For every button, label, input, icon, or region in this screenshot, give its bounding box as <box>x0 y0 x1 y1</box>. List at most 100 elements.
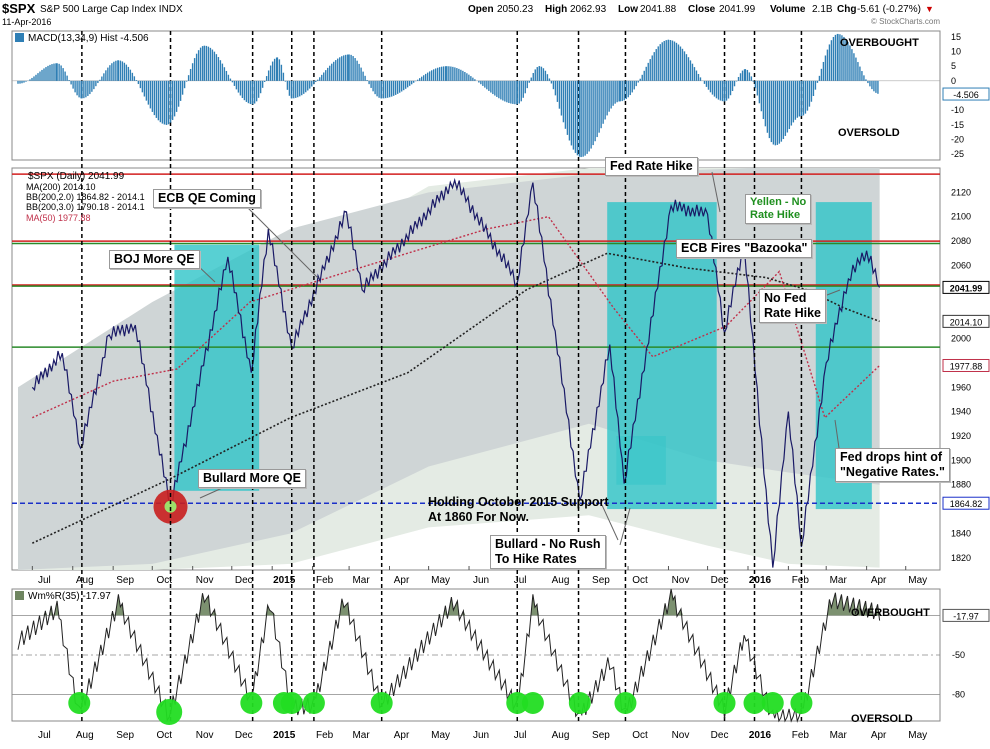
annotation-ecb-qe-coming: ECB QE Coming <box>153 189 261 208</box>
oversold-dot <box>614 692 637 714</box>
price-legend-bb2: BB(200,3.0) 1790.18 - 2014.1 <box>26 202 145 212</box>
price-axis-tick: 2100 <box>951 212 971 222</box>
header-close: 2041.99 <box>719 4 756 15</box>
price-axis-tick: 1920 <box>951 431 971 441</box>
callout-pointer <box>239 199 319 279</box>
price-axis-month-label: Dec <box>235 575 253 586</box>
price-legend-ma200: MA(200) 2014.10 <box>26 182 96 192</box>
price-axis-month-label: Aug <box>76 575 94 586</box>
willr-axis-month-label: Feb <box>792 730 810 741</box>
oct-low-circle-center <box>164 500 177 513</box>
price-axis-tick: 1940 <box>951 407 971 417</box>
price-tag-close <box>942 280 990 294</box>
price-axis-month-label: May <box>431 575 450 586</box>
price-tag-ma200 <box>942 314 990 328</box>
price-axis-tick: 1840 <box>951 528 971 538</box>
price-legend-ma50: MA(50) 1977.88 <box>26 213 91 223</box>
header-volume-label: Volume <box>770 4 806 15</box>
willr-axis-month-label: 2016 <box>749 730 772 741</box>
callout-pointer <box>711 171 721 213</box>
oversold-dot <box>302 692 325 714</box>
header-low-label: Low <box>618 4 638 15</box>
willr-axis-month-label: Jul <box>38 730 51 741</box>
annotation-bullard-no-rush: Bullard - No Rush To Hike Rates <box>490 535 606 569</box>
annotation-ecb-bazooka: ECB Fires "Bazooka" <box>676 239 813 258</box>
oversold-dot <box>68 692 91 714</box>
price-axis-tick: 1820 <box>951 553 971 563</box>
price-axis-month-label: Oct <box>156 575 172 586</box>
price-legend-title: $SPX (Daily) 2041.99 <box>28 171 125 182</box>
macd-legend-swatch <box>15 33 24 42</box>
price-axis-tick: 1960 <box>951 382 971 392</box>
macd-axis-tick: -20 <box>951 134 964 144</box>
oversold-dot <box>568 692 591 714</box>
header-open: 2050.23 <box>497 4 534 15</box>
oversold-dot <box>713 692 736 714</box>
macd-axis-tick: 10 <box>951 47 961 57</box>
header-high: 2062.93 <box>570 4 607 15</box>
willr-axis-month-label: Apr <box>394 730 410 741</box>
price-axis-month-label: Sep <box>116 575 134 586</box>
annotation-fed-rate-hike: Fed Rate Hike <box>605 157 698 176</box>
oversold-dot <box>743 692 766 714</box>
price-axis-tick: 1880 <box>951 480 971 490</box>
price-axis-tick: 2000 <box>951 334 971 344</box>
willr-axis-month-label: Dec <box>235 730 253 741</box>
price-axis-month-label: Jul <box>38 575 51 586</box>
willr-axis-month-label: Aug <box>552 730 570 741</box>
price-axis-month-label: 2016 <box>749 575 772 586</box>
price-axis-month-label: Aug <box>552 575 570 586</box>
oversold-dot <box>280 692 303 714</box>
oversold-dot <box>521 692 544 714</box>
macd-axis-tick: -15 <box>951 120 964 130</box>
header-close-label: Close <box>688 4 716 15</box>
annotation-holding-support: Holding October 2015 Support At 1860 For… <box>428 495 609 524</box>
header-open-label: Open <box>468 4 494 15</box>
macd-overbought-label: OVERBOUGHT <box>840 37 919 49</box>
willr-last-tag <box>942 608 990 622</box>
annotation-negative-rates: Fed drops hint of "Negative Rates." <box>835 448 950 482</box>
header-low: 2041.88 <box>640 4 677 15</box>
price-axis-month-label: Feb <box>316 575 334 586</box>
willr-axis-month-label: Dec <box>711 730 729 741</box>
price-axis-tick: 2080 <box>951 236 971 246</box>
price-axis-month-label: Mar <box>830 575 848 586</box>
macd-last-value: -4.506 <box>953 90 979 100</box>
oversold-dot <box>761 692 784 714</box>
price-axis-month-label: Apr <box>871 575 887 586</box>
willr-axis-month-label: Jun <box>473 730 489 741</box>
willr-axis-month-label: Nov <box>196 730 214 741</box>
oversold-dot <box>370 692 393 714</box>
price-axis-month-label: Feb <box>792 575 810 586</box>
price-axis-month-label: Jun <box>473 575 489 586</box>
price-axis-month-label: Sep <box>592 575 610 586</box>
watermark: © StockCharts.com <box>871 17 940 26</box>
price-tag-support <box>942 496 990 510</box>
willr-axis-month-label: Aug <box>76 730 94 741</box>
highlight-zone <box>174 244 260 491</box>
willr-axis-month-label: Sep <box>116 730 134 741</box>
willr-axis-tick: -80 <box>952 690 965 700</box>
willr-axis-month-label: Mar <box>352 730 370 741</box>
willr-axis-month-label: Nov <box>672 730 690 741</box>
willr-axis-month-label: Oct <box>156 730 172 741</box>
annotation-bullard-more-qe: Bullard More QE <box>198 469 306 488</box>
willr-axis-month-label: Mar <box>830 730 848 741</box>
header-chg: -5.61 (-0.27%) <box>857 4 921 15</box>
willr-legend-swatch <box>15 591 24 600</box>
price-tag-value-support: 1864.82 <box>950 499 983 509</box>
annotation-yellen-no-hike: Yellen - No Rate Hike <box>745 194 812 224</box>
willr-axis-month-label: Oct <box>632 730 648 741</box>
highlight-zone <box>616 436 666 485</box>
price-tag-value-close: 2041.99 <box>950 283 983 293</box>
willr-overbought-label: OVERBOUGHT <box>851 607 930 619</box>
header-symbol: $SPX <box>2 1 36 16</box>
price-axis-month-label: Oct <box>632 575 648 586</box>
annotation-boj-more-qe: BOJ More QE <box>109 250 200 269</box>
oversold-dot <box>790 692 813 714</box>
price-axis-month-label: May <box>908 575 927 586</box>
willr-axis-month-label: Sep <box>592 730 610 741</box>
willr-axis-month-label: Feb <box>316 730 334 741</box>
willr-axis-month-label: Jul <box>514 730 527 741</box>
